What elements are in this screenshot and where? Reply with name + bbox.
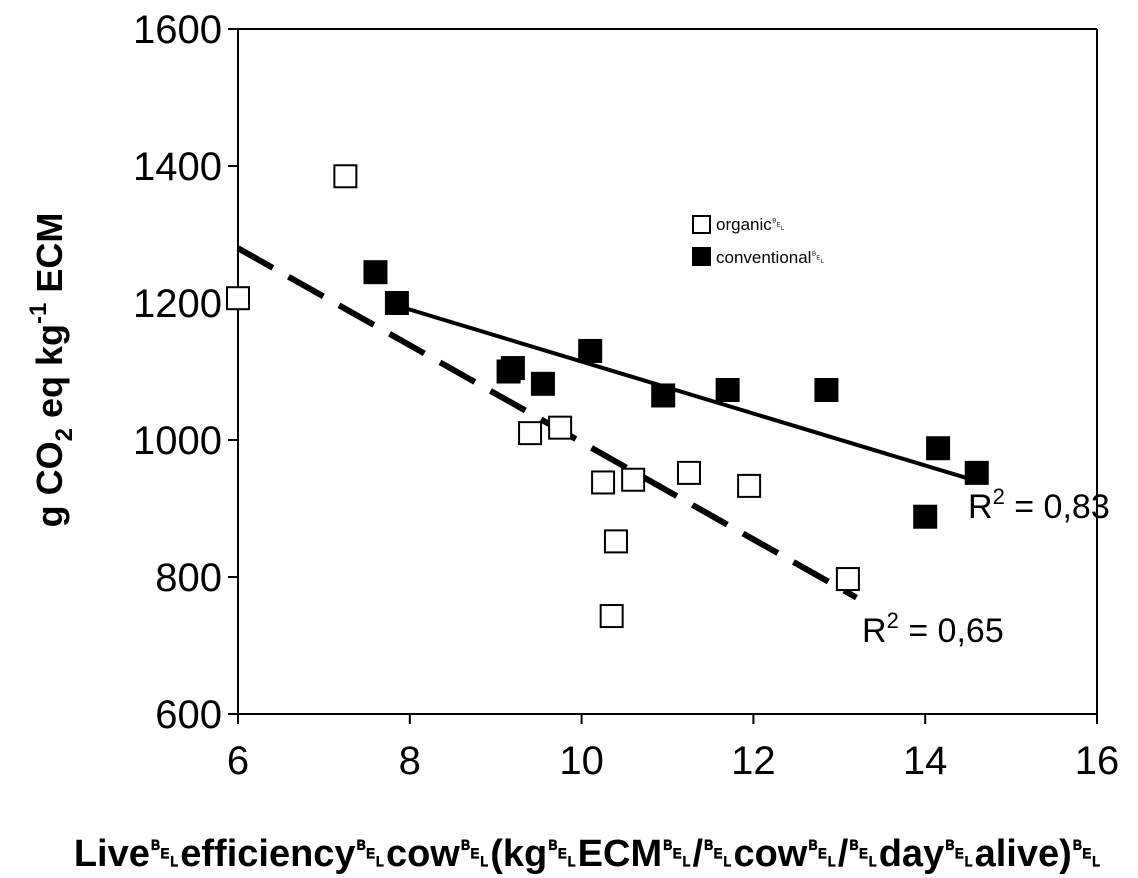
y-tick-label: 1200 [133,282,222,326]
data-point-conventional [715,377,740,402]
data-point-organic [599,604,624,629]
data-point-organic [603,529,628,554]
y-tick-label: 600 [155,693,222,737]
data-point-conventional [964,460,989,485]
legend: organic␇ conventional␇ [692,215,825,267]
data-point-conventional [578,338,603,363]
legend-marker-organic [692,215,711,234]
axes [237,28,1098,715]
x-tick-label: 6 [227,739,249,783]
data-markers [226,164,989,629]
x-tick-label: 16 [1075,739,1120,783]
y-tick-label: 1600 [133,8,222,52]
data-point-conventional [913,504,938,529]
data-point-conventional [500,356,525,381]
r2-annotation-conventional: R2 = 0,83 [968,484,1110,526]
y-tick-label: 800 [155,556,222,600]
data-point-organic [591,470,616,495]
data-point-organic [621,467,646,492]
y-tick-label: 1400 [133,145,222,189]
legend-label-organic: organic␇ [716,215,785,234]
data-point-conventional [384,291,409,315]
x-tick-label: 14 [903,739,948,783]
data-point-organic [333,164,358,189]
data-point-organic [518,421,543,446]
x-tick-label: 10 [559,739,604,783]
y-tick-label: 1000 [133,419,222,463]
y-axis-ticks: 600 800 1000 1200 1400 1600 [133,8,238,737]
y-axis-label: g CO2 eq kg-1 ECM [25,213,78,528]
data-point-organic [737,473,762,498]
x-tick-label: 12 [731,739,776,783]
data-point-conventional [530,371,555,396]
r2-annotation-organic: R2 = 0,65 [862,608,1004,650]
data-point-organic [676,460,701,485]
data-point-conventional [363,260,388,285]
data-point-organic [226,286,250,311]
data-point-conventional [651,383,676,408]
legend-label-conventional: conventional␇ [716,248,825,267]
data-point-organic [548,415,573,440]
trendline-organic [236,245,858,601]
data-point-organic [835,567,860,592]
x-axis-label: Live␇efficiency␇cow␇(kg␇ECM␇/␇cow␇/␇day␇… [74,833,1102,875]
x-tick-label: 8 [399,739,421,783]
trendlines [236,245,978,601]
data-point-conventional [814,377,839,402]
legend-marker-conventional [692,247,711,266]
data-point-conventional [926,436,951,461]
trendline-conventional [392,302,978,484]
x-axis-ticks: 6 8 10 12 14 16 [227,714,1119,783]
